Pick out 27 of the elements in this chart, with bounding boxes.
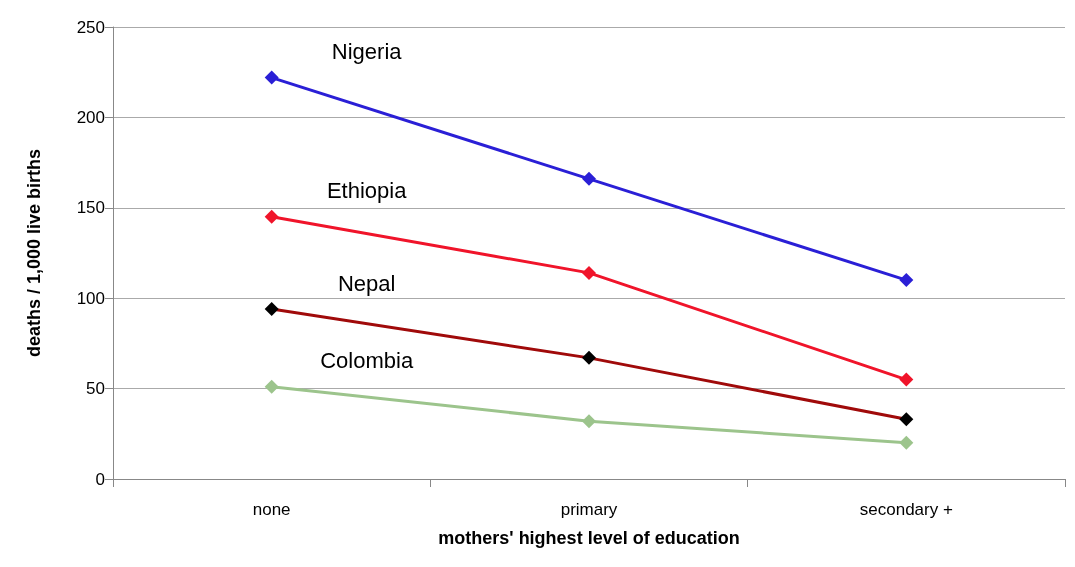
point — [899, 435, 914, 450]
x-axis-title: mothers' highest level of education — [438, 528, 740, 548]
point — [899, 372, 914, 387]
y-tick-label: 0 — [95, 469, 105, 489]
point — [264, 302, 279, 317]
y-tick-label: 150 — [76, 198, 105, 218]
x-tick-label: primary — [560, 500, 618, 519]
x-tick-label: none — [252, 500, 291, 519]
point — [582, 265, 596, 280]
series-label: Nepal — [337, 270, 396, 296]
point — [264, 209, 279, 224]
point — [899, 412, 914, 427]
y-tick-label: 50 — [86, 379, 105, 399]
y-tick-label: 200 — [76, 107, 105, 127]
y-axis-title: deaths / 1,000 live births — [24, 148, 44, 358]
point — [582, 414, 596, 429]
point — [899, 273, 914, 288]
point — [582, 171, 596, 186]
point — [264, 70, 279, 85]
point — [582, 350, 596, 365]
point — [264, 379, 279, 394]
series-label: Colombia — [320, 348, 414, 374]
y-tick-label: 250 — [76, 17, 105, 37]
series-label: Nigeria — [331, 39, 403, 65]
series-label: Ethiopia — [326, 178, 408, 204]
y-tick-label: 100 — [76, 288, 105, 308]
x-tick-label: secondary + — [859, 500, 953, 519]
